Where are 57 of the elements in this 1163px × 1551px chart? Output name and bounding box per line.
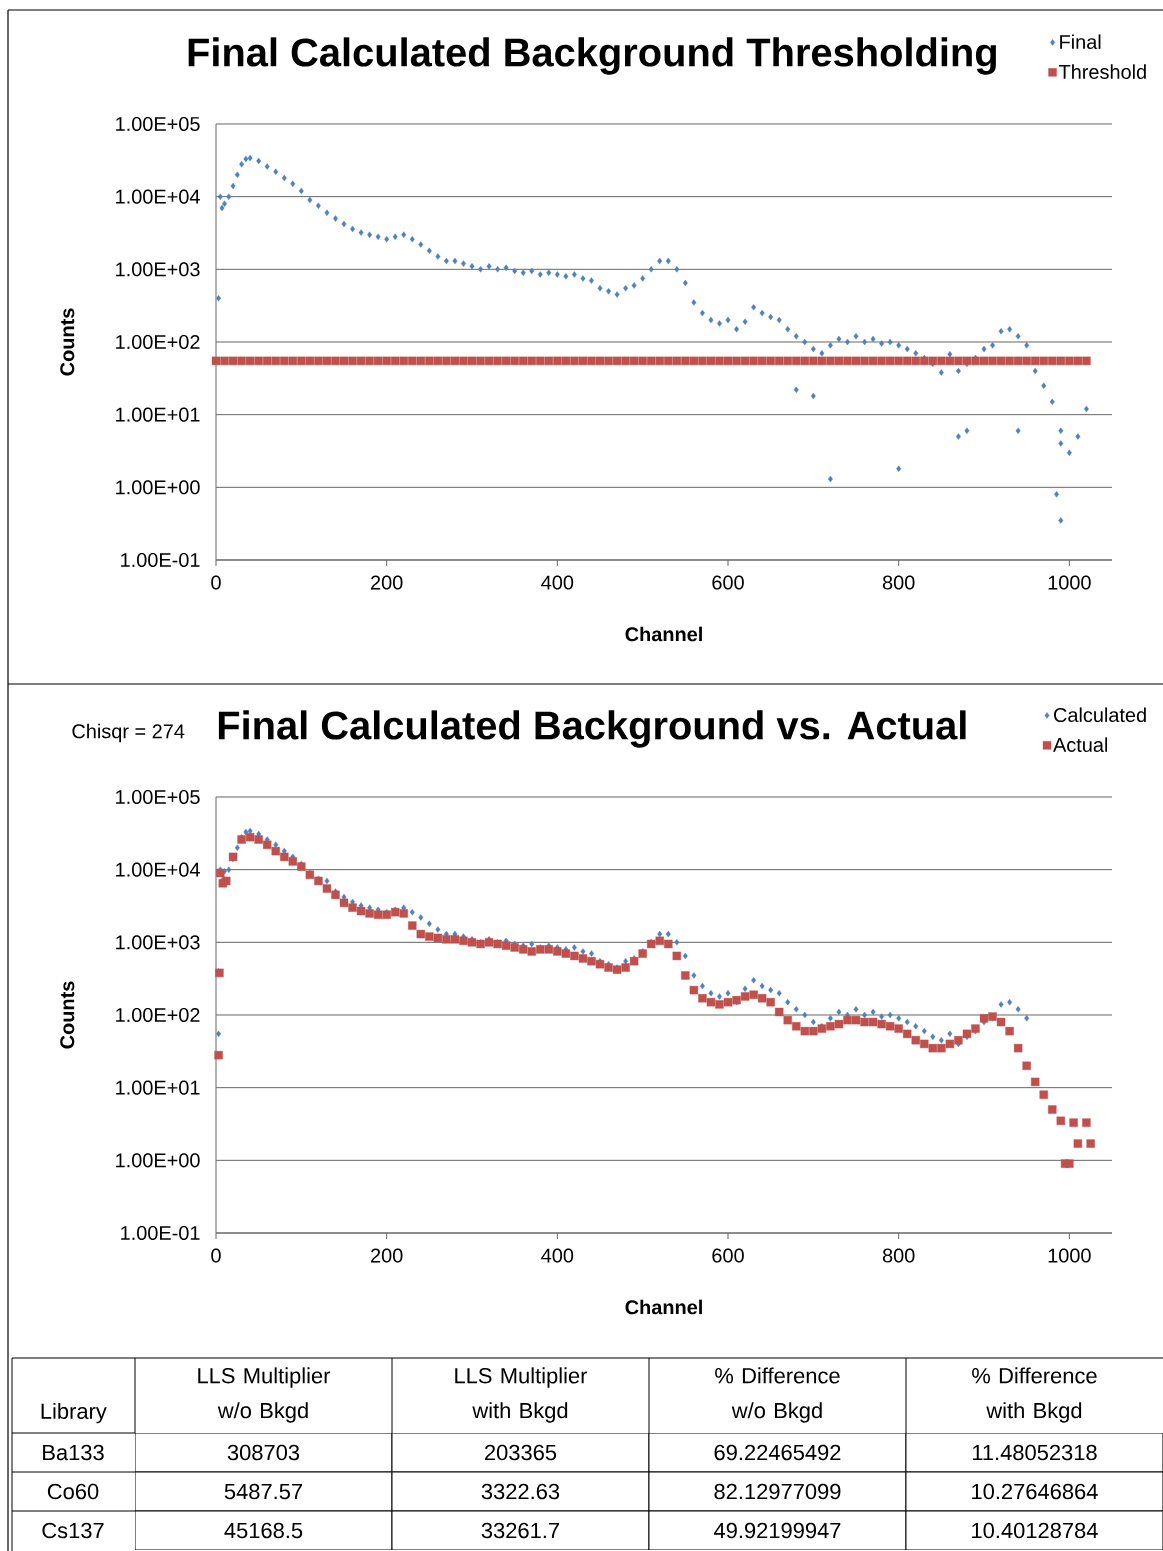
y-tick-label: Co60: [47, 1483, 99, 1500]
x-axis-title: Channel: [625, 1299, 702, 1315]
chart-title: Final Calculated Background vs. Actual: [218, 710, 966, 748]
data-label: 203365: [485, 1444, 557, 1461]
data-label: 10.27646864: [972, 1483, 1098, 1500]
legend-label: Calculated: [1054, 707, 1146, 723]
x-tick-label: 1000: [1048, 575, 1091, 590]
x-tick-label: 600: [712, 1248, 744, 1263]
x-tick-label: 400: [541, 575, 574, 590]
x-tick-label: 0: [211, 1248, 221, 1263]
y-tick-label: 1.00E+03: [116, 935, 200, 950]
chart-title: Final Calculated Background Thresholding: [188, 37, 996, 75]
y-tick-label: 1.00E+05: [116, 789, 200, 805]
y-tick-label: Ba133: [43, 1444, 104, 1461]
data-label: 33261.7: [481, 1522, 559, 1539]
y-tick-label: Cs137: [42, 1522, 104, 1539]
data-label: 5487.57: [224, 1483, 302, 1500]
y-tick-label: 1.00E+02: [116, 334, 200, 350]
x-tick-label: 800: [882, 1248, 915, 1263]
y-tick-label: 1.00E+01: [116, 407, 200, 422]
x-axis-title: Channel: [625, 626, 702, 642]
y-tick-label: 1.00E+01: [116, 1080, 200, 1095]
y-tick-label: 1.00E+02: [116, 1007, 200, 1023]
y-axis-title: Counts: [60, 981, 75, 1049]
y-tick-label: 1.00E+05: [116, 116, 200, 132]
x-tick-label: 0: [211, 575, 221, 590]
x-tick-label: 1000: [1048, 1248, 1091, 1263]
x-tick-label: 200: [371, 1248, 403, 1263]
text: Chisqr = 274: [72, 723, 185, 743]
data-label: 69.22465492: [714, 1444, 841, 1461]
y-axis-title: Library: [41, 1402, 107, 1424]
x-tick-label: LLS Multiplier w/o Bkgd: [198, 1367, 331, 1423]
x-tick-label: 800: [882, 575, 915, 590]
data-label: 10.40128784: [972, 1522, 1098, 1539]
y-tick-label: 1.00E+04: [116, 189, 200, 204]
y-tick-label: 1.00E+00: [116, 1153, 200, 1168]
y-tick-label: 1.00E+04: [116, 862, 200, 877]
y-axis-title: Counts: [60, 308, 75, 376]
data-label: 308703: [227, 1444, 300, 1461]
legend-label: Final: [1060, 34, 1101, 50]
data-label: 3322.63: [481, 1483, 560, 1500]
y-tick-label: 1.00E-01: [121, 1225, 200, 1241]
y-tick-label: 1.00E+00: [116, 480, 200, 495]
y-tick-label: 1.00E-01: [121, 552, 200, 568]
legend-label: Actual: [1053, 737, 1108, 752]
x-tick-label: % Difference w/o Bkgd: [715, 1367, 840, 1423]
data-label: 11.48052318: [972, 1444, 1097, 1461]
x-tick-label: 400: [541, 1248, 574, 1263]
y-tick-label: 1.00E+03: [116, 262, 200, 277]
x-tick-label: 200: [371, 575, 403, 590]
data-label: 45168.5: [224, 1522, 303, 1539]
legend-label: Threshold: [1059, 64, 1146, 79]
data-label: 49.92199947: [713, 1522, 841, 1539]
x-tick-label: LLS Multiplier with Bkgd: [455, 1367, 588, 1423]
x-tick-label: 600: [712, 575, 744, 590]
x-tick-label: % Difference with Bkgd: [972, 1367, 1097, 1423]
data-label: 82.12977099: [714, 1483, 841, 1500]
